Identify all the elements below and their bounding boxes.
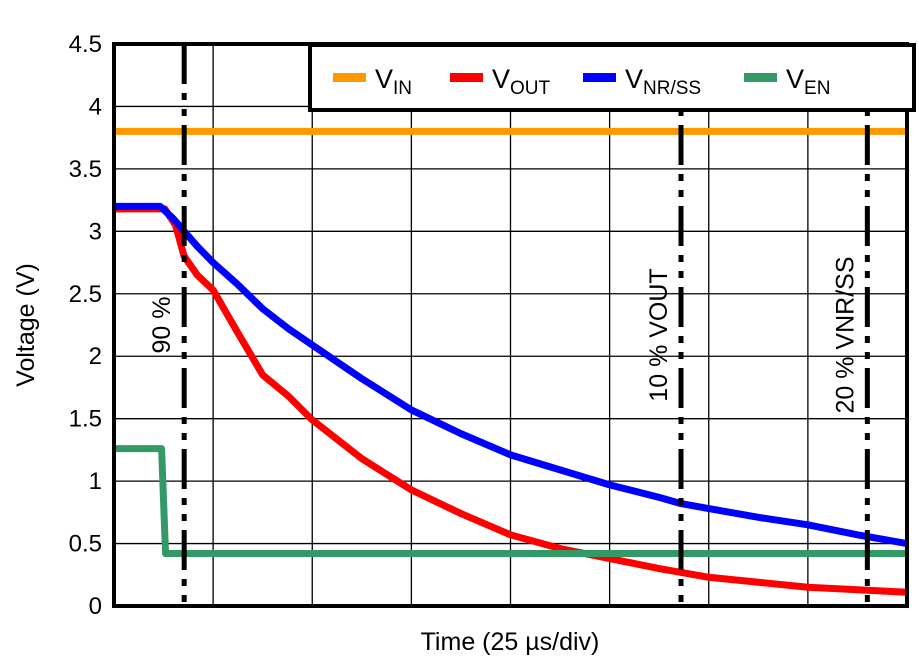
series-lines xyxy=(114,127,908,596)
legend-entry-sub: IN xyxy=(393,78,412,99)
y-tick-label: 2 xyxy=(89,343,102,370)
legend-entry-main: V xyxy=(492,64,510,94)
y-tick-label: 2.5 xyxy=(69,281,102,308)
series-line-ven xyxy=(114,445,907,558)
threshold-markers: 90 % 10 % VOUT 20 % VNR/SS xyxy=(148,44,870,606)
series-line-vout xyxy=(114,205,908,596)
threshold-marker-label: 10 % VOUT xyxy=(645,268,673,401)
legend-entry-sub: OUT xyxy=(510,78,551,99)
legend: VIN VOUT VNR/SS VEN xyxy=(308,43,916,112)
legend-entry-sub: EN xyxy=(804,78,830,99)
threshold-marker-label: 20 % VNR/SS xyxy=(831,256,859,413)
legend-entry-sub: NR/SS xyxy=(643,78,701,99)
legend-swatch xyxy=(450,73,483,82)
legend-entry: VIN xyxy=(375,64,412,99)
threshold-marker-label: 90 % xyxy=(148,297,176,354)
legend-entry-main: V xyxy=(786,64,804,94)
y-tick-label: 4 xyxy=(89,93,102,120)
legend-entry: VEN xyxy=(786,64,830,99)
legend-swatch xyxy=(583,73,616,82)
legend-entry: VOUT xyxy=(492,64,551,99)
y-tick-label: 0.5 xyxy=(69,531,102,558)
y-tick-label: 0 xyxy=(89,593,102,620)
legend-swatch xyxy=(333,73,366,82)
y-axis-label: Voltage (V) xyxy=(12,263,40,387)
y-tick-label: 1 xyxy=(89,468,102,495)
legend-entry-main: V xyxy=(375,64,393,94)
y-tick-labels: 0 0.5 1 1.5 2 2.5 3 3.5 4 4.5 xyxy=(69,31,102,620)
y-tick-label: 3.5 xyxy=(69,156,102,183)
y-tick-label: 4.5 xyxy=(69,31,102,58)
y-tick-label: 3 xyxy=(89,218,102,245)
legend-entry: VNR/SS xyxy=(625,64,701,99)
y-tick-label: 1.5 xyxy=(69,406,102,433)
x-axis-label: Time (25 µs/div) xyxy=(421,628,600,656)
legend-swatch xyxy=(744,73,777,82)
legend-entry-main: V xyxy=(625,64,643,94)
